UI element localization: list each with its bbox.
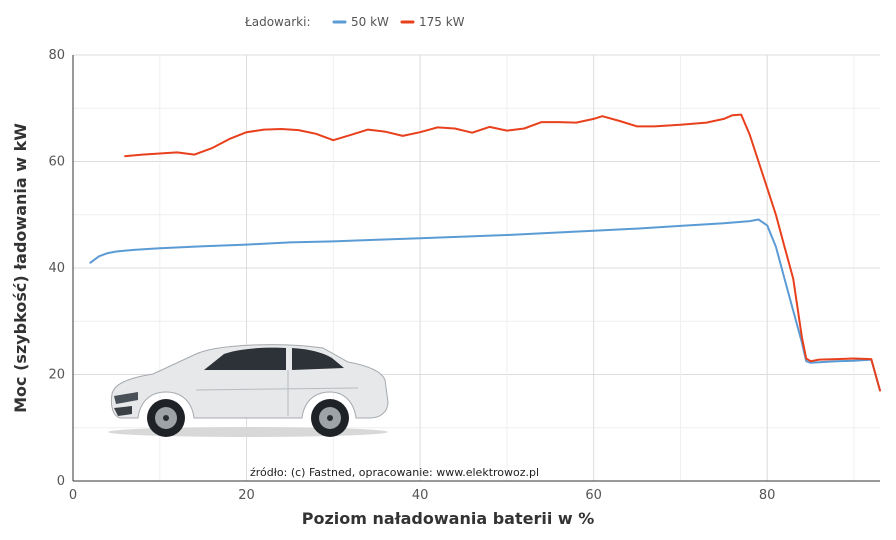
- x-axis-ticks: 0 20 40 60 80: [69, 488, 776, 503]
- source-note: źródło: (c) Fastned, opracowanie: www.el…: [250, 466, 539, 479]
- y-tick-label: 0: [57, 474, 65, 489]
- y-axis-ticks: 0 20 40 60 80: [48, 48, 65, 489]
- y-tick-label: 80: [48, 48, 65, 63]
- series-line-50kw: [89, 218, 881, 392]
- y-tick-label: 60: [48, 155, 65, 170]
- y-tick-label: 40: [48, 261, 65, 276]
- grid: [73, 54, 880, 481]
- legend: Ładowarki: 50 kW 175 kW: [244, 15, 465, 29]
- y-tick-label: 20: [48, 368, 65, 383]
- plot-lines: [89, 113, 881, 392]
- legend-title: Ładowarki:: [244, 15, 310, 29]
- car-image: [108, 344, 389, 437]
- x-tick-label: 20: [238, 488, 255, 503]
- legend-label-175kw: 175 kW: [419, 15, 465, 29]
- x-tick-label: 80: [759, 488, 776, 503]
- x-tick-label: 40: [412, 488, 429, 503]
- y-axis-title: Moc (szybkość) ładowania w kW: [11, 123, 30, 413]
- x-axis-title: Poziom naładowania baterii w %: [302, 509, 595, 528]
- legend-label-50kw: 50 kW: [351, 15, 389, 29]
- x-tick-label: 60: [585, 488, 602, 503]
- series-line-175kw: [124, 113, 881, 392]
- x-tick-label: 0: [69, 488, 77, 503]
